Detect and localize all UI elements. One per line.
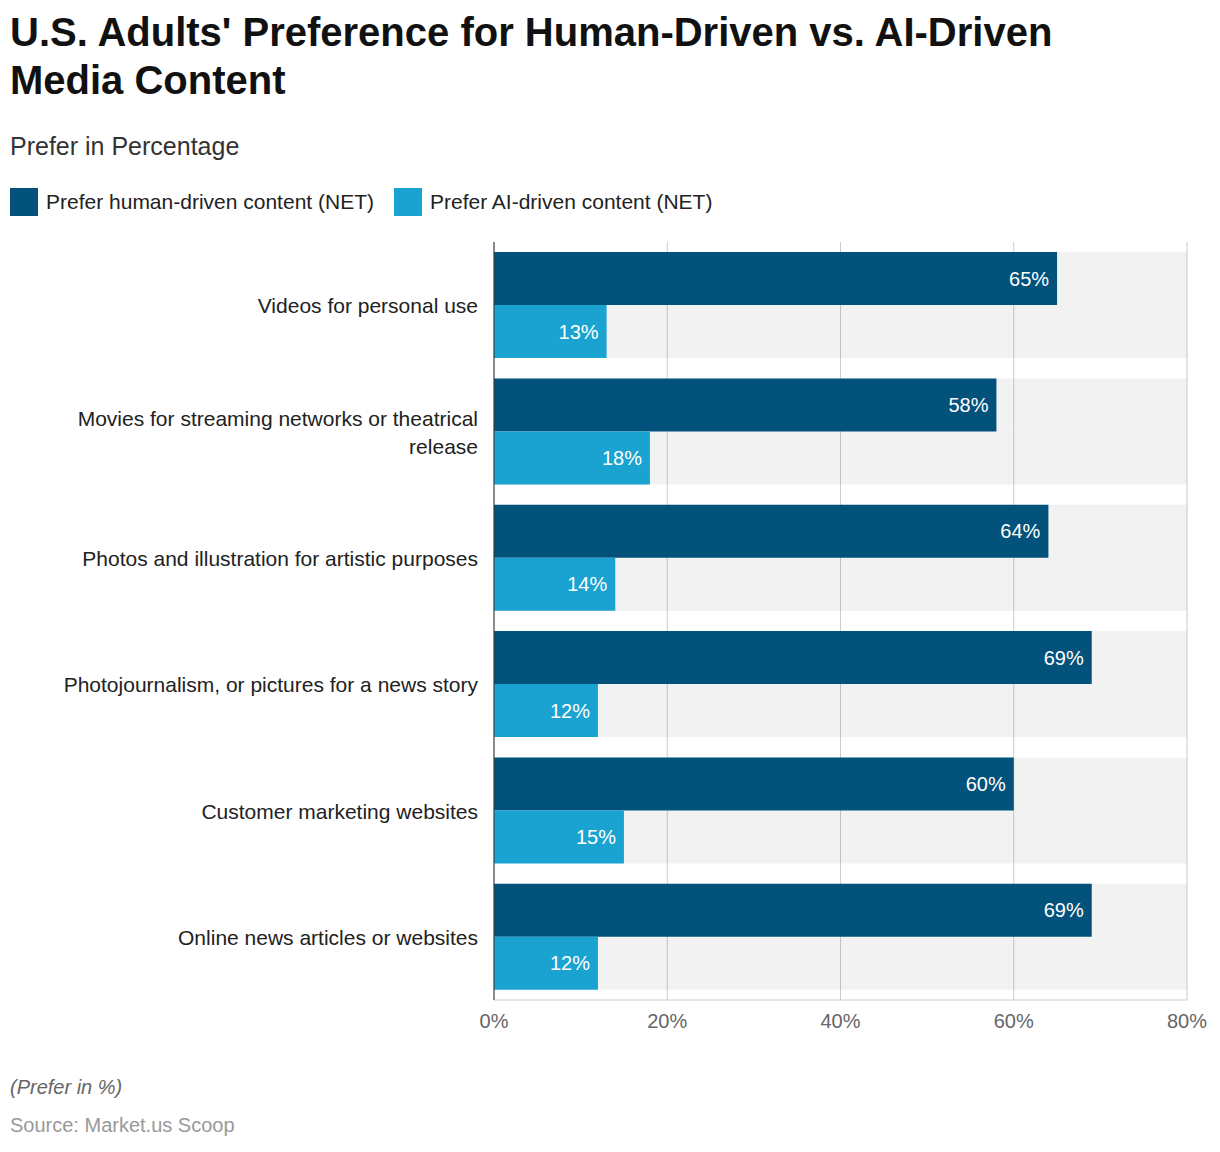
svg-text:40%: 40%: [820, 1010, 860, 1032]
svg-text:13%: 13%: [559, 321, 599, 343]
svg-text:20%: 20%: [647, 1010, 687, 1032]
svg-text:12%: 12%: [550, 952, 590, 974]
html-text:Prefer in Percentage: Prefer in Percentage: [10, 132, 240, 160]
svg-text:Photojournalism, or pictures f: Photojournalism, or pictures for a news …: [64, 673, 479, 696]
svg-text:65%: 65%: [1009, 268, 1049, 290]
svg-text:14%: 14%: [567, 573, 607, 595]
svg-text:18%: 18%: [602, 447, 642, 469]
svg-text:69%: 69%: [1044, 647, 1084, 669]
svg-text:0%: 0%: [480, 1010, 509, 1032]
html-text:U.S. Adults' Preference for Hu: U.S. Adults' Preference for Human-Driven…: [10, 10, 1053, 102]
html-text:Prefer AI-driven content (NET): Prefer AI-driven content (NET): [430, 190, 713, 213]
html-text:(Prefer in %): (Prefer in %): [10, 1076, 123, 1098]
svg-text:80%: 80%: [1167, 1010, 1207, 1032]
svg-text:12%: 12%: [550, 700, 590, 722]
svg-text:60%: 60%: [966, 773, 1006, 795]
html-text:Source: Market.us Scoop: Source: Market.us Scoop: [10, 1114, 235, 1136]
svg-text:Online news articles or websit: Online news articles or websites: [178, 925, 478, 948]
svg-text:15%: 15%: [576, 826, 616, 848]
svg-text:58%: 58%: [948, 394, 988, 416]
svg-text:64%: 64%: [1000, 520, 1040, 542]
svg-text:Customer marketing websites: Customer marketing websites: [201, 799, 478, 822]
svg-text:60%: 60%: [994, 1010, 1034, 1032]
svg-text:Videos for personal use: Videos for personal use: [258, 294, 478, 317]
html-text:Prefer human-driven content (N: Prefer human-driven content (NET): [46, 190, 374, 213]
svg-text:69%: 69%: [1044, 899, 1084, 921]
svg-text:Photos and illustration for ar: Photos and illustration for artistic pur…: [82, 546, 478, 569]
svg-text:Movies for streaming networks: Movies for streaming networks or theatri…: [78, 406, 478, 457]
